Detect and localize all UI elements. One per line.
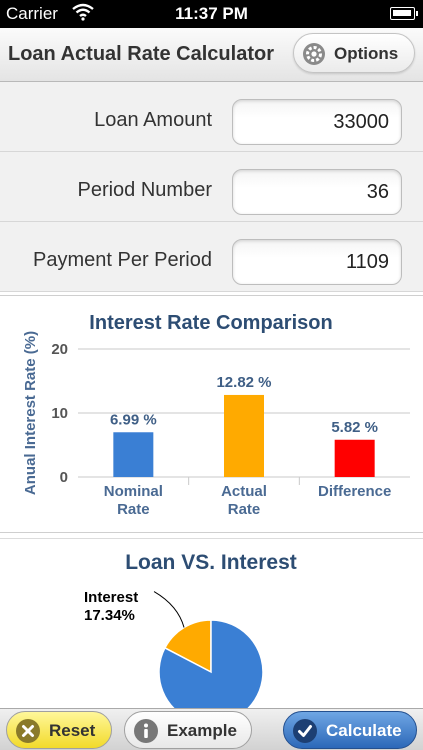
status-bar: Carrier 11:37 PM — [0, 0, 423, 28]
payment-per-period-input[interactable] — [232, 239, 402, 285]
slice-value-label: 17.34% — [84, 607, 135, 624]
nav-bar: Loan Actual Rate Calculator Options — [0, 28, 423, 82]
y-tick-label: 10 — [51, 405, 68, 422]
bar-value-label: 6.99 % — [110, 411, 157, 428]
carrier-name: Carrier — [6, 4, 58, 23]
options-button[interactable]: Options — [293, 33, 415, 73]
bar — [334, 439, 375, 477]
x-tick-label: Actual — [221, 483, 267, 500]
battery-icon — [390, 7, 418, 20]
period-number-label: Period Number — [77, 179, 212, 201]
bar-value-label: 12.82 % — [216, 374, 271, 391]
loan-amount-row: Loan Amount — [0, 82, 423, 152]
x-tick-label: Nominal — [104, 483, 163, 500]
wifi-icon — [72, 3, 94, 26]
loan-amount-label: Loan Amount — [94, 109, 212, 131]
calculate-button[interactable]: Calculate — [283, 711, 417, 749]
chart-title: Interest Rate Comparison — [89, 312, 332, 334]
loan-form: Loan Amount Period Number Payment Per Pe… — [0, 82, 423, 292]
info-icon — [133, 718, 159, 744]
bar — [224, 394, 264, 477]
page-title: Loan Actual Rate Calculator — [8, 43, 274, 65]
loan-vs-interest-card: Loan VS. Interest Interest 17.34% — [0, 538, 423, 708]
close-circle-icon — [15, 718, 41, 744]
period-number-row: Period Number — [0, 152, 423, 222]
calculate-label: Calculate — [326, 721, 402, 740]
x-tick-label: Rate — [117, 501, 150, 518]
reset-button[interactable]: Reset — [6, 711, 112, 749]
payment-per-period-row: Payment Per Period — [0, 222, 423, 292]
example-label: Example — [167, 721, 237, 740]
chart-title: Loan VS. Interest — [125, 551, 297, 574]
bottom-toolbar: Reset Example Calculate — [0, 708, 423, 750]
interest-rate-chart-card: Interest Rate Comparison Anual Interest R… — [0, 295, 423, 533]
gear-icon — [302, 42, 326, 71]
y-tick-label: 0 — [60, 469, 68, 486]
loan-amount-input[interactable] — [232, 99, 402, 145]
example-button[interactable]: Example — [124, 711, 252, 749]
callout-line — [153, 591, 185, 628]
checkmark-icon — [292, 718, 318, 744]
y-axis-label: Anual Interest Rate (%) — [22, 331, 39, 495]
pie-slice — [158, 619, 264, 708]
bar — [113, 432, 154, 477]
status-time: 11:37 PM — [175, 4, 248, 23]
period-number-input[interactable] — [232, 169, 402, 215]
x-tick-label: Difference — [318, 483, 391, 500]
bar-value-label: 5.82 % — [331, 419, 378, 436]
options-label: Options — [334, 44, 399, 63]
x-tick-label: Rate — [228, 501, 261, 518]
interest-rate-chart: Interest Rate Comparison Anual Interest R… — [22, 312, 410, 518]
y-tick-label: 20 — [51, 341, 68, 358]
payment-per-period-label: Payment Per Period — [33, 249, 212, 271]
reset-label: Reset — [49, 721, 96, 740]
slice-label: Interest — [84, 589, 138, 606]
